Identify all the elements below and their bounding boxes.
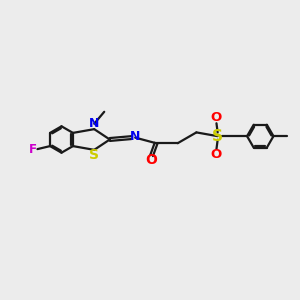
Text: O: O — [211, 111, 222, 124]
Text: S: S — [212, 129, 223, 144]
Text: O: O — [145, 153, 157, 167]
Text: F: F — [29, 142, 37, 156]
Text: S: S — [89, 148, 99, 162]
Text: N: N — [89, 117, 99, 130]
Text: O: O — [211, 148, 222, 161]
Text: N: N — [130, 130, 140, 143]
